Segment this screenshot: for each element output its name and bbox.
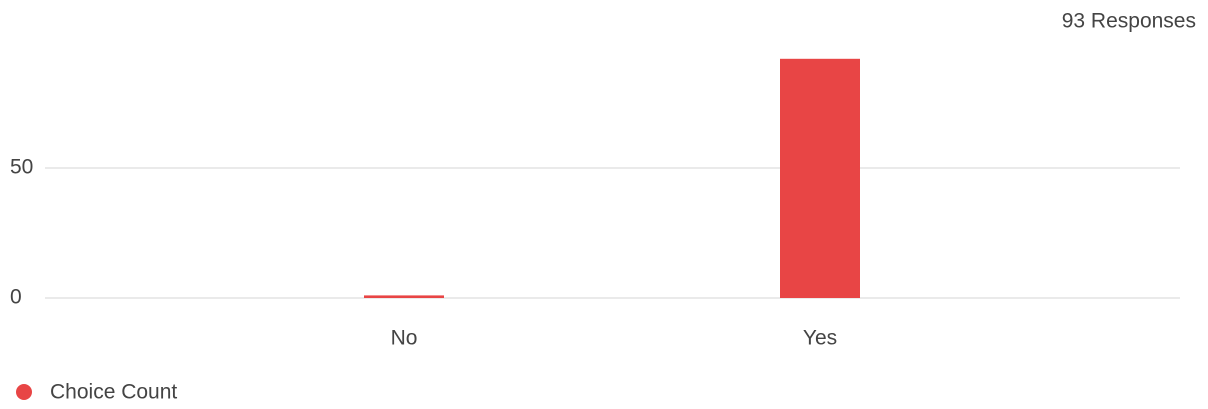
y-tick-label: 50	[10, 156, 33, 179]
y-tick-label: 0	[10, 286, 22, 309]
bar	[780, 58, 860, 298]
legend-label: Choice Count	[50, 381, 177, 404]
response-count: 93 Responses	[1062, 10, 1196, 33]
x-tick-label: No	[391, 327, 418, 350]
bar	[364, 295, 444, 298]
legend-swatch	[16, 384, 32, 400]
x-tick-label: Yes	[803, 327, 837, 350]
